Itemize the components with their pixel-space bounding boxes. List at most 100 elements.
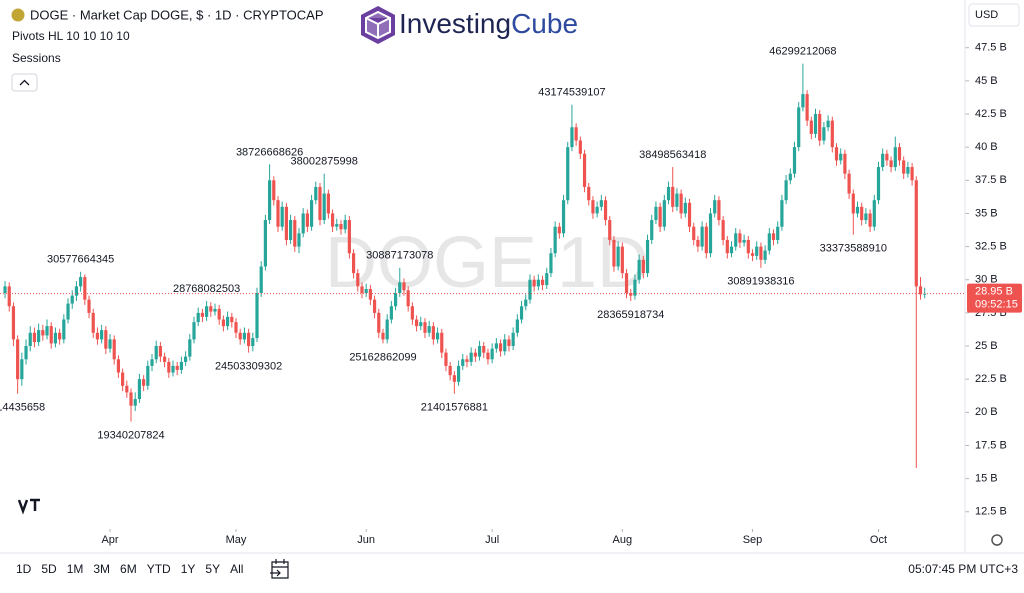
date-range-icon[interactable] xyxy=(270,559,289,579)
candle-body xyxy=(377,312,381,333)
candle-body xyxy=(238,332,242,340)
candle-body xyxy=(121,372,125,386)
candle-body xyxy=(477,346,482,357)
range-button[interactable]: 3M xyxy=(93,562,110,576)
y-tick-label: 20 B xyxy=(975,406,998,418)
y-tick-label: 15 B xyxy=(975,473,998,485)
candle-body xyxy=(175,365,179,370)
range-button[interactable]: All xyxy=(230,562,243,576)
candle-body xyxy=(246,332,251,347)
candle-body xyxy=(687,202,692,227)
candle-body xyxy=(3,286,7,293)
candle-body xyxy=(217,308,221,320)
candle-body xyxy=(11,306,16,340)
candle-body xyxy=(603,200,608,221)
candle-body xyxy=(473,352,477,357)
candle-body xyxy=(16,339,20,380)
candle-body xyxy=(318,186,322,221)
pivot-label: 46299212068 xyxy=(769,46,836,58)
y-tick-label: 30 B xyxy=(975,274,998,286)
candle-body xyxy=(839,153,843,161)
candle-body xyxy=(507,339,511,347)
pivot-label: 19340207824 xyxy=(97,429,164,441)
candle-body xyxy=(360,286,364,293)
x-tick-label: Aug xyxy=(613,534,633,546)
candle-body xyxy=(20,359,24,380)
candle-body xyxy=(654,206,658,221)
settings-icon[interactable] xyxy=(991,534,1003,546)
currency-button[interactable] xyxy=(968,3,1020,27)
pivot-label: 38726668626 xyxy=(236,146,303,158)
candle-body xyxy=(708,213,713,254)
candle-body xyxy=(205,306,209,317)
candle-body xyxy=(137,379,142,400)
candle-body xyxy=(528,279,532,300)
candle-body xyxy=(288,220,293,240)
candle-body xyxy=(469,352,473,362)
candle-body xyxy=(813,114,818,134)
candle-body xyxy=(167,361,171,373)
candle-body xyxy=(591,200,595,214)
candle-body xyxy=(49,326,53,344)
candle-body xyxy=(511,332,515,347)
range-button[interactable]: 5D xyxy=(41,562,57,576)
candle-body xyxy=(242,332,246,340)
pivot-label: 28768082503 xyxy=(173,283,240,295)
candle-body xyxy=(633,279,637,296)
y-tick-label: 25 B xyxy=(975,340,998,352)
candle-body xyxy=(221,319,226,327)
collapse-button[interactable] xyxy=(11,73,38,92)
candle-body xyxy=(427,326,431,333)
candle-body xyxy=(364,289,368,293)
candle-body xyxy=(406,290,410,307)
candle-body xyxy=(402,282,406,291)
y-tick-label: 47.5 B xyxy=(975,42,1007,54)
range-button[interactable]: 1Y xyxy=(181,562,196,576)
candle-body xyxy=(196,312,200,323)
candle-body xyxy=(263,220,267,267)
candle-body xyxy=(28,332,32,347)
candle-body xyxy=(482,346,486,353)
candle-body xyxy=(372,299,377,313)
x-tick-label: Jul xyxy=(485,534,499,546)
candle-body xyxy=(675,193,679,207)
candle-body xyxy=(750,253,755,256)
candle-body xyxy=(561,200,566,234)
candle-body xyxy=(645,239,650,274)
candle-body xyxy=(910,167,914,181)
range-button[interactable]: 6M xyxy=(120,562,137,576)
range-button[interactable]: 5Y xyxy=(205,562,220,576)
brand-word: Cube xyxy=(511,8,578,39)
candle-body xyxy=(490,348,494,360)
candle-body xyxy=(343,220,347,230)
candle-body xyxy=(104,330,108,349)
candle-body xyxy=(213,308,217,312)
candle-body xyxy=(440,332,444,353)
candle-body xyxy=(356,273,360,287)
pivot-label: 38002875998 xyxy=(291,156,358,168)
candle-body xyxy=(385,319,389,340)
candle-body xyxy=(200,312,205,317)
pivot-label: 30891938316 xyxy=(727,276,794,288)
range-button[interactable]: 1M xyxy=(67,562,84,576)
candle-body xyxy=(297,233,301,247)
candle-body xyxy=(524,299,528,307)
candle-body xyxy=(431,326,435,340)
pivot-label: 43174539107 xyxy=(538,87,605,99)
candle-body xyxy=(309,200,314,227)
range-button[interactable]: YTD xyxy=(147,562,171,576)
candle-body xyxy=(826,120,830,128)
candle-body xyxy=(914,180,918,287)
candle-body xyxy=(184,356,188,362)
candle-body xyxy=(612,239,616,267)
range-button[interactable]: 1D xyxy=(16,562,32,576)
candle-body xyxy=(843,153,847,174)
candle-body xyxy=(608,220,612,240)
candle-body xyxy=(53,332,58,344)
candle-body xyxy=(700,226,704,247)
indicator-label: Pivots HL 10 10 10 10 xyxy=(12,29,130,43)
candle-body xyxy=(87,299,91,313)
symbol-title: DOGE · Market Cap DOGE, $ · 1D · CRYPTOC… xyxy=(30,7,324,22)
watermark: DOGE 1D xyxy=(325,223,649,303)
